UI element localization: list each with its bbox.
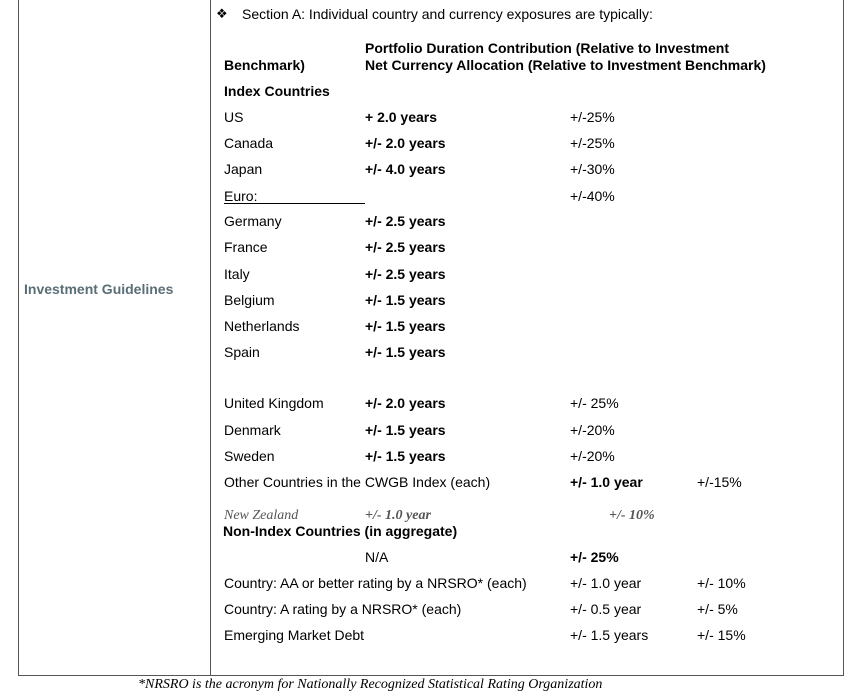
country-label: Netherlands [224,318,300,334]
duration-value: +/- 4.0 years [365,161,446,177]
non-index-row-label: Country: A rating by a NRSRO* (each) [224,601,462,617]
duration-value: + 2.0 years [365,109,438,125]
currency-value: +/-20% [570,422,615,438]
non-index-duration: +/- 1.5 years [570,627,649,643]
investment-guidelines-label: Investment Guidelines [24,281,174,297]
non-index-na: N/A [365,549,389,565]
country-label: France [224,239,268,255]
non-index-currency: +/- 15% [697,627,746,643]
header-duration: Portfolio Duration Contribution (Relativ… [365,40,729,56]
non-index-row-label: Country: AA or better rating by a NRSRO*… [224,575,527,591]
duration-value: +/- 1.5 years [365,318,446,334]
non-index-heading: Non-Index Countries (in aggregate) [223,523,458,539]
currency-value: +/- 25% [570,395,619,411]
currency-value: +/-25% [570,135,615,151]
currency-value: +/-30% [570,161,615,177]
duration-value: +/- 1.5 years [365,292,446,308]
duration-value: +/- 2.0 years [365,135,446,151]
duration-value: +/- 1.5 years [365,422,446,438]
country-label: Euro: [224,188,258,204]
non-index-currency: +/- 5% [697,601,738,617]
other-countries-currency: +/-15% [697,474,742,490]
footnote: *NRSRO is the acronym for Nationally Rec… [138,677,603,692]
new-zealand-duration: +/- 1.0 year [365,508,431,523]
country-label: Belgium [224,292,275,308]
duration-value: +/- 2.5 years [365,239,446,255]
country-label: Denmark [224,422,281,438]
non-index-currency: +/- 10% [697,575,746,591]
column-divider [210,0,211,676]
country-label: Sweden [224,448,275,464]
diamond-bullet-icon: ❖ [216,6,228,21]
section-title: Section A: Individual country and curren… [242,6,653,22]
non-index-duration: +/- 1.0 year [570,575,642,591]
new-zealand-label: New Zealand [224,508,299,523]
currency-value: +/-40% [570,188,615,204]
other-countries-duration: +/- 1.0 year [570,474,643,490]
duration-value: +/- 2.5 years [365,266,446,282]
country-label: United Kingdom [224,395,324,411]
table-frame [18,0,844,676]
country-label: Germany [224,213,282,229]
non-index-duration: +/- 0.5 year [570,601,642,617]
new-zealand-currency: +/- 10% [609,508,655,523]
duration-value: +/- 2.0 years [365,395,446,411]
header-benchmark: Benchmark) [224,57,305,73]
non-index-currency: +/- 25% [570,549,619,565]
euro-underline [224,187,365,204]
duration-value: +/- 2.5 years [365,213,446,229]
duration-value: +/- 1.5 years [365,344,446,360]
non-index-row-label: Emerging Market Debt [224,627,365,643]
currency-value: +/-25% [570,109,615,125]
header-currency: Net Currency Allocation (Relative to Inv… [365,57,766,73]
currency-value: +/-20% [570,448,615,464]
country-label: US [224,109,244,125]
country-label: Japan [224,161,263,177]
country-label: Italy [224,266,250,282]
other-countries-label: Other Countries in the CWGB Index (each) [224,474,491,490]
duration-value: +/- 1.5 years [365,448,446,464]
index-countries-heading: Index Countries [224,83,330,99]
country-label: Spain [224,344,260,360]
country-label: Canada [224,135,274,151]
